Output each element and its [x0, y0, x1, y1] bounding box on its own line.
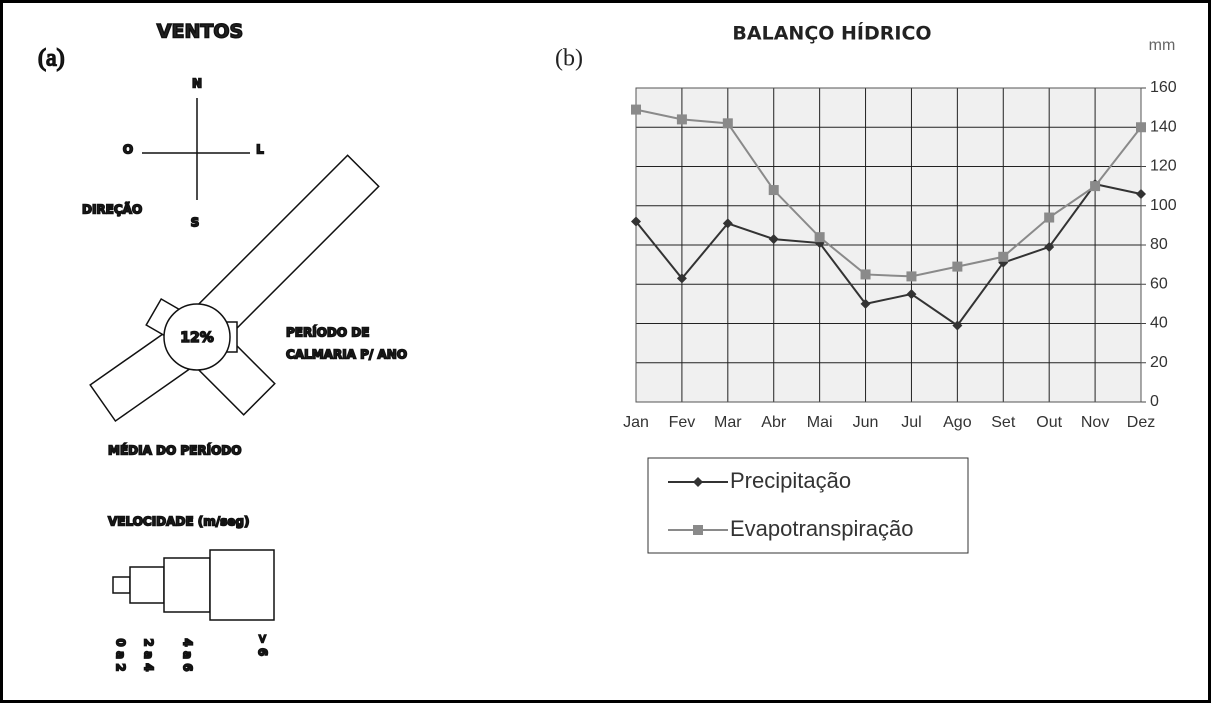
plot-border	[635, 87, 1142, 403]
compass-label: N	[192, 77, 202, 91]
y-tick-label: 120	[1150, 158, 1177, 175]
x-tick-label: Jan	[623, 414, 649, 431]
marker	[860, 298, 871, 309]
speed-box	[163, 557, 211, 613]
y-tick-label: 20	[1150, 354, 1168, 371]
series-line	[635, 108, 1142, 278]
calm-label: CALMARIA P/ ANO	[286, 348, 407, 362]
panel-label: (b)	[555, 46, 583, 72]
y-tick-label: 100	[1150, 197, 1177, 214]
compass-label: S	[191, 216, 200, 230]
title: VENTOS	[157, 21, 243, 43]
speed-class: > 6	[256, 634, 270, 657]
marker	[631, 104, 641, 115]
marker	[1136, 188, 1146, 199]
speed-class: 2 a 4	[142, 638, 156, 671]
y-tick-label: 60	[1150, 275, 1168, 292]
marker	[906, 289, 917, 300]
y-tick-label: 40	[1150, 315, 1168, 332]
marker	[1044, 212, 1055, 223]
calm-percent: 12%	[180, 330, 214, 346]
marker	[814, 232, 825, 243]
speed-box	[209, 549, 275, 621]
x-tick-label: Jun	[853, 414, 879, 431]
y-tick-label: 0	[1150, 393, 1159, 410]
panel-label: (a)	[38, 46, 65, 72]
marker	[1090, 181, 1101, 192]
x-tick-label: Abr	[761, 414, 787, 431]
legend-label: Evapotranspiração	[730, 516, 913, 541]
x-tick-label: Ago	[943, 414, 972, 431]
marker	[906, 271, 917, 282]
calm-label: PERÍODO DE	[286, 325, 369, 340]
x-tick-label: Mar	[714, 414, 742, 431]
marker	[676, 273, 687, 284]
marker	[768, 234, 779, 245]
marker	[860, 269, 871, 280]
speed-class: 4 a 6	[181, 638, 195, 671]
marker	[1136, 122, 1146, 133]
marker	[722, 118, 733, 129]
marker	[998, 251, 1009, 262]
x-tick-label: Nov	[1081, 414, 1109, 431]
marker	[676, 114, 687, 125]
speed-box	[129, 566, 165, 604]
x-tick-label: Mai	[807, 414, 833, 431]
compass-label: L	[256, 143, 264, 157]
legend-label: Precipitação	[730, 468, 851, 493]
calm-circle	[163, 303, 231, 371]
x-tick-label: Out	[1036, 414, 1062, 431]
chart-title: BALANÇO HÍDRICO	[732, 22, 931, 45]
x-tick-label: Set	[991, 414, 1016, 431]
wind-diagram: (a) VENTOS N O L S DIREÇÃO 12% PERÍODO D…	[37, 20, 408, 673]
compass-label: O	[123, 143, 133, 157]
y-tick-label: 160	[1150, 79, 1177, 96]
legend-box	[647, 457, 969, 554]
marker	[693, 525, 703, 535]
x-tick-label: Jul	[901, 414, 921, 431]
average-label: MÉDIA DO PERÍODO	[108, 443, 241, 458]
marker	[952, 261, 963, 272]
y-unit: mm	[1149, 37, 1176, 54]
marker	[722, 218, 733, 229]
series-line	[635, 183, 1142, 327]
marker	[693, 477, 703, 487]
x-tick-label: Dez	[1127, 414, 1155, 431]
speed-class: 0 a 2	[114, 638, 128, 671]
direction-label: DIREÇÃO	[82, 202, 142, 217]
marker	[631, 216, 641, 227]
marker	[768, 185, 779, 196]
x-tick-label: Fev	[669, 414, 696, 431]
marker	[952, 320, 963, 331]
marker	[1044, 241, 1055, 252]
y-tick-label: 80	[1150, 236, 1168, 253]
speed-title: VELOCIDADE (m/seg)	[108, 515, 250, 529]
y-tick-label: 140	[1150, 118, 1177, 135]
speed-box	[112, 576, 131, 594]
